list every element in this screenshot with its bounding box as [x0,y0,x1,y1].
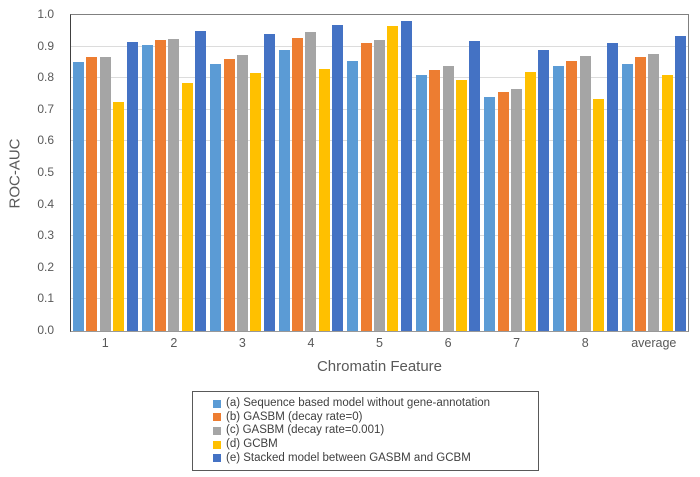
bar-group-4 [277,15,346,331]
bar-groups [71,15,688,331]
bar [606,43,618,331]
y-tick-label: 0.2 [37,259,54,274]
legend-swatch-icon [213,440,221,449]
y-tick-label: 0.8 [37,70,54,85]
x-tick-label: average [631,336,677,350]
bar [374,40,386,331]
x-tick-label: 7 [513,336,521,350]
bar [181,82,193,331]
bar-group-average [620,15,689,331]
y-tick-label: 0.3 [37,228,54,243]
x-tick-label: 4 [307,336,315,350]
legend-item: (a) Sequence based model without gene-an… [213,397,532,411]
x-tick-label: 8 [581,336,589,350]
bar [497,92,509,331]
bar-group-2 [140,15,209,331]
legend-label: (d) GCBM [226,438,278,451]
bar [360,42,372,331]
legend-label: (c) GASBM (decay rate=0.001) [226,424,385,437]
legend-label: (b) GASBM (decay rate=0) [226,410,363,423]
bar [634,57,646,331]
legend-item: (e) Stacked model between GASBM and GCBM [213,451,532,465]
x-tick-label: 6 [444,336,452,350]
legend-item: (b) GASBM (decay rate=0) [213,411,532,425]
bar [648,54,660,331]
legend-swatch-icon [213,454,221,463]
bar [566,60,578,331]
bar [484,96,496,331]
bar [292,37,304,331]
bar [126,41,138,331]
legend-label: (e) Stacked model between GASBM and GCBM [226,451,471,464]
bar [86,56,98,331]
bar [113,101,125,331]
bar [278,50,290,331]
bar [332,25,344,331]
y-tick-label: 0.7 [37,101,54,116]
bar [141,45,153,331]
bar [661,75,673,331]
bar [236,55,248,331]
bar [400,21,412,331]
bar [621,64,633,331]
bar [73,62,84,331]
legend-swatch-icon [213,426,221,435]
bar [305,31,317,331]
bar [552,65,564,331]
bar [154,40,166,331]
bar [318,68,330,331]
legend-item: (d) GCBM [213,438,532,452]
bar [511,88,523,331]
bar [250,72,262,331]
bar [210,63,222,331]
bar [415,75,427,331]
legend-swatch-icon [213,399,221,408]
x-tick-label: 1 [101,336,109,350]
bar [223,59,235,331]
legend-swatch-icon [213,413,221,422]
bar [442,65,454,331]
bar [347,60,359,331]
x-tick-label: 2 [170,336,178,350]
bar [537,49,549,331]
y-axis-tick-labels: 1.0 0.9 0.8 0.7 0.6 0.5 0.4 0.3 0.2 0.1 0.0 [0,7,62,337]
legend-item: (c) GASBM (decay rate=0.001) [213,424,532,438]
x-tick-label: 3 [238,336,246,350]
x-axis-title: Chromatin Feature [316,358,443,375]
bar [263,33,275,331]
bar [579,55,591,331]
bar [469,40,481,331]
y-tick-label: 0.0 [37,323,54,337]
y-tick-label: 0.6 [37,133,54,148]
plot-area [70,14,689,332]
bar [168,39,180,331]
bar-group-6 [414,15,483,331]
x-tick-label: 5 [376,336,383,350]
bar-group-7 [482,15,551,331]
bar [524,71,536,331]
y-tick-label: 0.5 [37,165,54,179]
y-tick-label: 0.9 [37,38,54,53]
legend-label: (a) Sequence based model without gene-an… [226,397,491,410]
bar [195,30,207,331]
bar-group-1 [71,15,140,331]
x-axis-tick-labels: 1 2 3 4 5 6 7 8 average [71,336,688,352]
bar [429,70,441,331]
y-tick-label: 1.0 [37,7,54,21]
y-tick-label: 0.1 [37,291,54,306]
bar [455,79,467,331]
bar-group-8 [551,15,620,331]
legend: (a) Sequence based model without gene-an… [192,391,539,471]
bar [99,56,111,331]
y-tick-label: 0.4 [37,196,54,211]
bar-group-5 [345,15,414,331]
bar [387,25,399,331]
bar [675,35,687,331]
bar-group-3 [208,15,277,331]
bar [593,99,605,331]
